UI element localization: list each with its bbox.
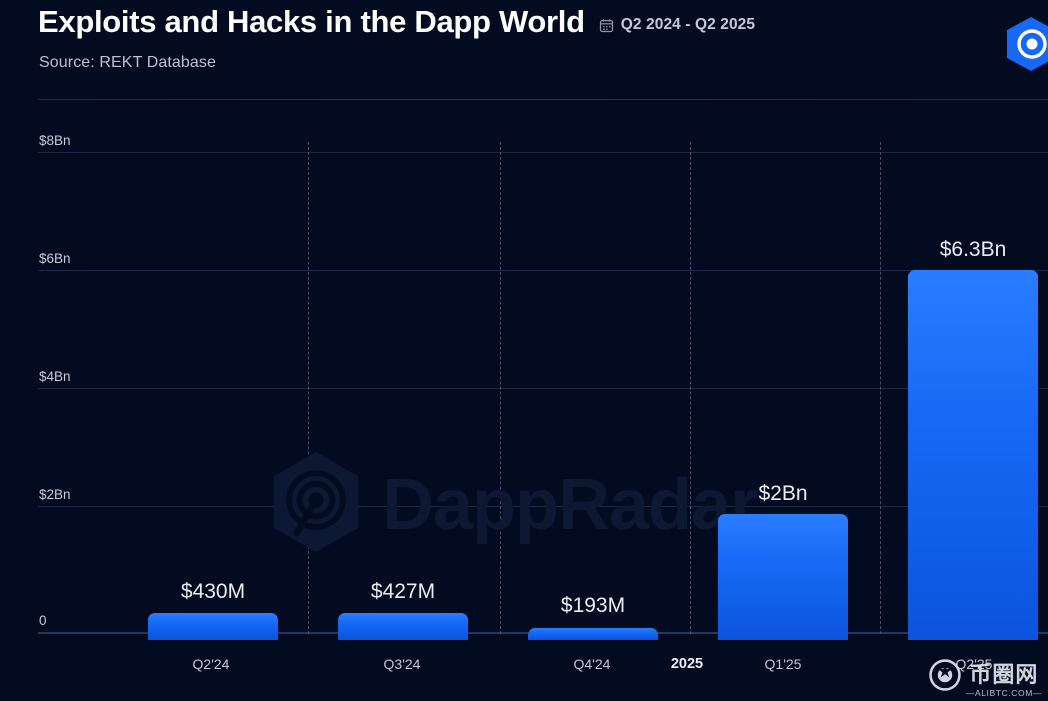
bar-q4-24[interactable]: [528, 628, 658, 640]
quarter-separator-3: [880, 142, 881, 634]
bar-q2-25[interactable]: [908, 270, 1038, 640]
bar-value-label-q3-24: $427M: [370, 580, 436, 603]
bar-value-label-q2-25: $6.3Bn: [939, 238, 1007, 261]
ytick-label-0: 0: [39, 613, 47, 628]
ytick-label-6bn: $6Bn: [39, 251, 71, 266]
ytick-label-8bn: $8Bn: [39, 133, 71, 148]
bar-value-label-q1-25: $2Bn: [758, 482, 808, 505]
bar-value-label-q2-24: $430M: [180, 580, 246, 603]
bar-q1-25[interactable]: [718, 514, 848, 640]
bar-group-q2-24[interactable]: $430M: [148, 128, 278, 640]
bar-value-label-q4-24: $193M: [560, 594, 626, 617]
alibtc-circle-icon: [928, 658, 962, 697]
x-axis: Q2'24 Q3'24 Q4'24 2025 Q1'25 Q2'25: [0, 640, 1048, 680]
bar-q2-24[interactable]: [148, 613, 278, 640]
alibtc-watermark: 币圈网 —ALIBTC.COM—: [928, 658, 1042, 697]
bar-group-q3-24[interactable]: $427M: [338, 128, 468, 640]
xtick-label-year-2025: 2025: [670, 656, 704, 672]
xtick-label-q2-25: Q2'25: [955, 656, 993, 672]
gridline-6bn: [38, 270, 1048, 271]
plot-area: $8Bn $6Bn $4Bn $2Bn 0 DappRa: [0, 120, 1048, 640]
title-row: Exploits and Hacks in the Dapp World: [38, 4, 755, 40]
xtick-label-q1-25: Q1'25: [764, 656, 802, 672]
dappradar-logo-badge: [1005, 16, 1048, 72]
date-range[interactable]: Q2 2024 - Q2 2025: [599, 16, 755, 34]
xtick-label-q3-24: Q3'24: [383, 656, 421, 672]
bar-group-q1-25[interactable]: $2Bn: [718, 128, 848, 640]
quarter-separator-1: [308, 142, 309, 634]
page-title: Exploits and Hacks in the Dapp World: [38, 4, 585, 39]
date-range-label: Q2 2024 - Q2 2025: [620, 16, 756, 33]
chart-header: Exploits and Hacks in the Dapp World: [0, 0, 1048, 100]
bar-q3-24[interactable]: [338, 613, 468, 640]
ytick-label-4bn: $4Bn: [39, 369, 71, 384]
xtick-label-q2-24: Q2'24: [192, 656, 230, 672]
source-label: Source: REKT Database: [39, 54, 217, 71]
quarter-separator-2: [500, 142, 501, 634]
bars-layer: $430M $427M $193M $2Bn $6.3Bn: [0, 120, 1048, 640]
year-separator-2025: [690, 142, 691, 634]
calendar-icon: [599, 18, 614, 33]
alibtc-watermark-text: 币圈网: [969, 661, 1039, 687]
alibtc-watermark-url: —ALIBTC.COM—: [965, 687, 1042, 698]
gridline-2bn: [38, 506, 1048, 507]
header-divider: [38, 99, 1048, 100]
bar-group-q4-24[interactable]: $193M: [528, 128, 658, 640]
gridline-4bn: [38, 388, 1048, 389]
xtick-label-q4-24: Q4'24: [573, 656, 611, 672]
gridline-8bn: [38, 152, 1048, 153]
bar-group-q2-25[interactable]: $6.3Bn: [908, 128, 1038, 640]
ytick-label-2bn: $2Bn: [39, 487, 71, 502]
